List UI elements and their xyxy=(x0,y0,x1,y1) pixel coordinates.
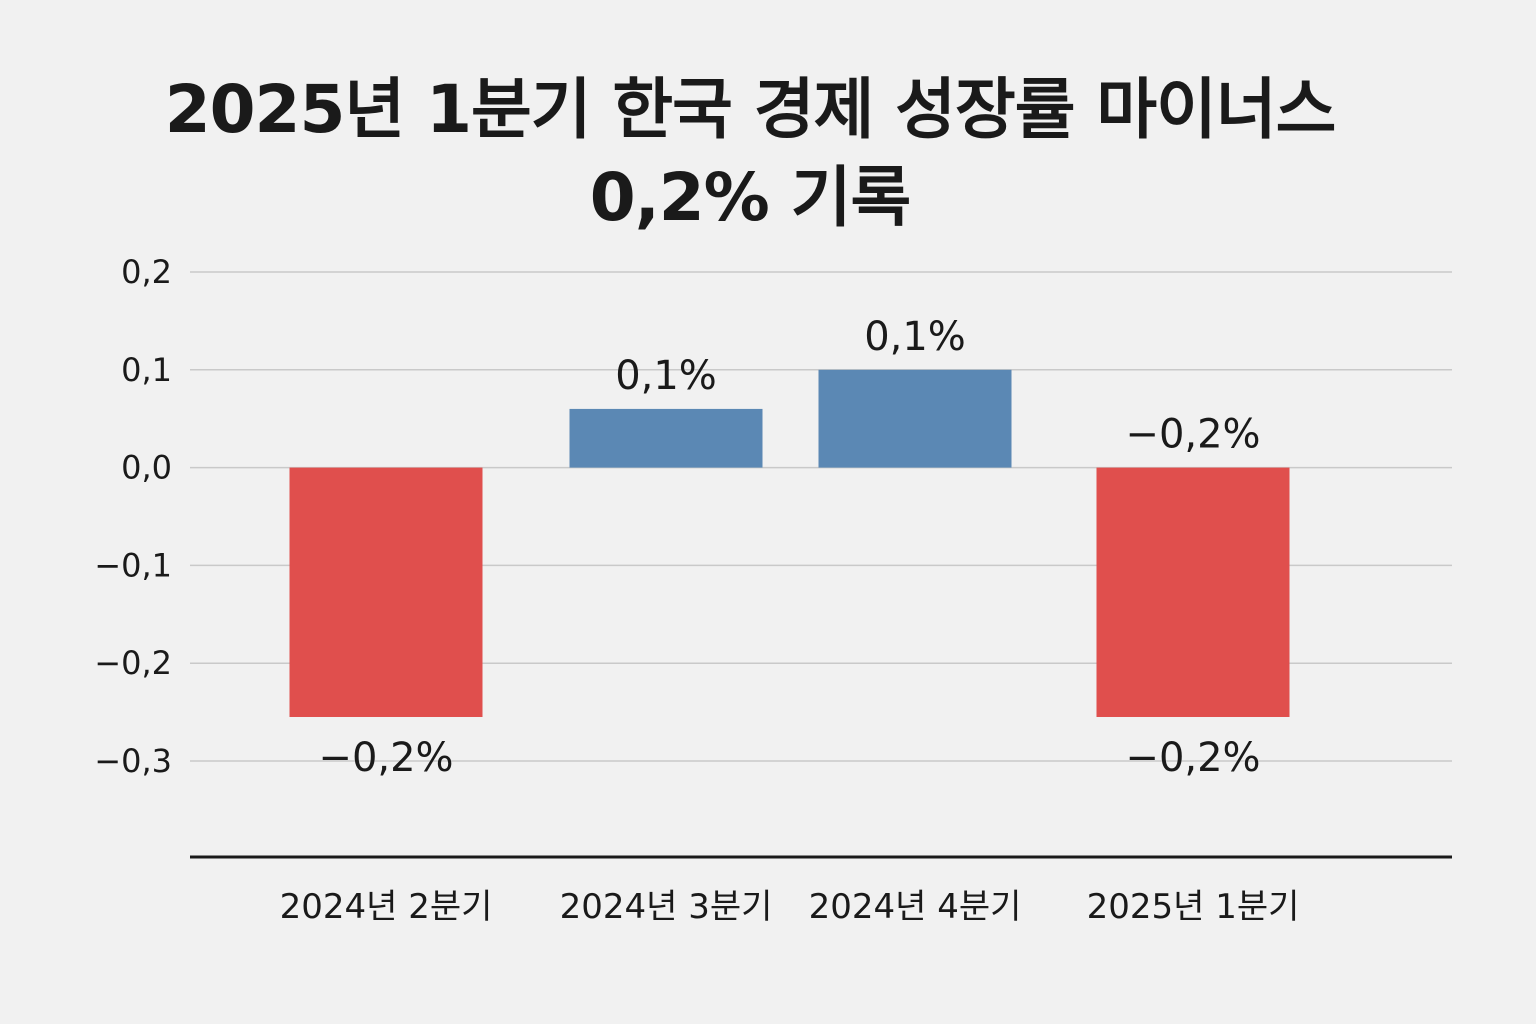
bar xyxy=(569,408,763,468)
chart-title-line-1: 2025년 1분기 한국 경제 성장률 마이너스 xyxy=(164,71,1337,148)
data-label: 0,1% xyxy=(615,353,717,399)
y-tick-label: 0,2 xyxy=(121,253,172,291)
bar xyxy=(818,369,1012,468)
y-tick-label: −0,1 xyxy=(94,546,172,584)
category-label: 2024년 2분기 xyxy=(280,887,493,927)
chart-title: 2025년 1분기 한국 경제 성장률 마이너스 0,2% 기록 xyxy=(0,66,1500,242)
data-label: −0,2% xyxy=(318,735,453,781)
y-tick-label: 0,1 xyxy=(121,351,172,389)
data-label: 0,1% xyxy=(864,314,966,360)
y-tick-label: −0,2 xyxy=(94,644,172,682)
bars xyxy=(289,369,1290,717)
y-axis-ticks: 0,2 0,1 0,0 −0,1 −0,2 −0,3 xyxy=(94,253,172,780)
y-tick-label: 0,0 xyxy=(121,449,172,487)
data-label: −0,2% xyxy=(1125,412,1260,458)
category-label: 2025년 1분기 xyxy=(1087,887,1300,927)
bar xyxy=(289,467,483,717)
y-tick-label: −0,3 xyxy=(94,742,172,780)
x-axis-categories: 2024년 2분기 2024년 3분기 2024년 4분기 2025년 1분기 xyxy=(280,887,1300,927)
chart-title-line-2: 0,2% 기록 xyxy=(589,159,911,236)
category-label: 2024년 4분기 xyxy=(809,887,1022,927)
data-labels: −0,2% 0,1% 0,1% −0,2% −0,2% xyxy=(318,314,1260,781)
data-label: −0,2% xyxy=(1125,735,1260,781)
category-label: 2024년 3분기 xyxy=(560,887,773,927)
bar xyxy=(1096,467,1290,717)
